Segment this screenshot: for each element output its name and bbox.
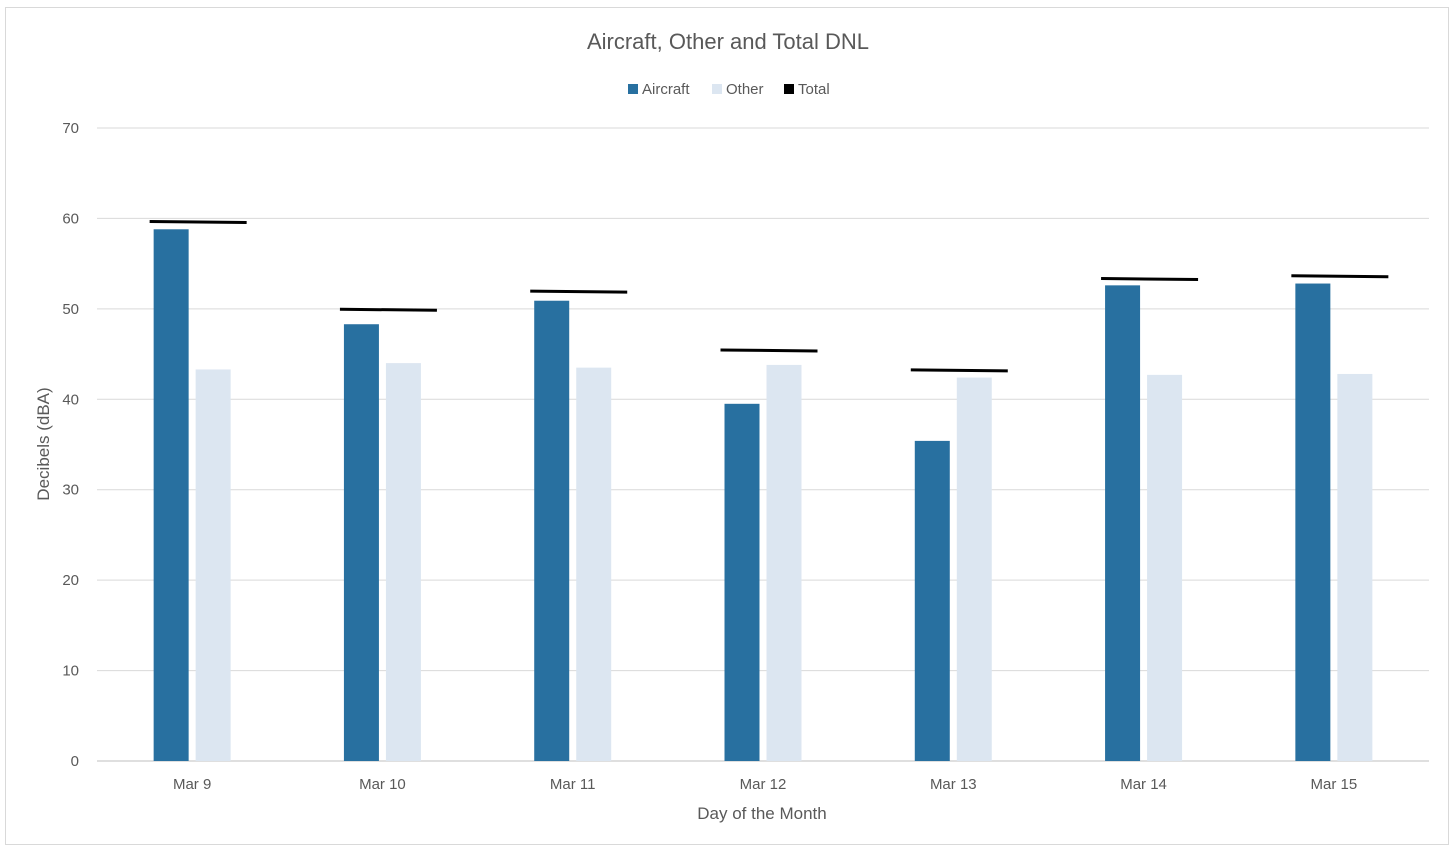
x-tick-label: Mar 9 xyxy=(173,776,211,793)
bar-other xyxy=(385,363,421,761)
legend-label-other: Other xyxy=(726,81,764,98)
bar-other xyxy=(195,369,231,761)
total-marker xyxy=(910,368,1008,373)
x-axis-title: Day of the Month xyxy=(697,804,826,823)
bar-other xyxy=(1337,373,1373,761)
total-marker xyxy=(720,348,818,353)
dnl-bar-chart: Aircraft, Other and Total DNL Aircraft O… xyxy=(34,29,1429,823)
x-tick-label: Mar 11 xyxy=(550,776,596,793)
y-tick-label: 20 xyxy=(62,572,79,589)
legend-swatch-total xyxy=(784,84,794,94)
bar-aircraft xyxy=(1105,285,1141,761)
y-tick-label: 30 xyxy=(62,482,79,499)
y-tick-label: 0 xyxy=(71,753,79,770)
legend-label-total: Total xyxy=(798,81,830,98)
total-markers xyxy=(149,220,1389,373)
bar-other xyxy=(576,367,612,761)
x-tick-label: Mar 10 xyxy=(359,776,406,793)
total-marker xyxy=(1291,274,1389,279)
bar-other xyxy=(766,364,802,761)
y-tick-label: 50 xyxy=(62,301,79,318)
total-marker xyxy=(1101,277,1199,282)
bar-aircraft xyxy=(914,440,950,761)
x-tick-label: Mar 13 xyxy=(930,776,977,793)
y-tick-label: 10 xyxy=(62,663,79,680)
total-marker xyxy=(339,307,437,312)
bar-other xyxy=(1147,374,1183,761)
legend: Aircraft Other Total xyxy=(628,81,830,98)
bar-other xyxy=(956,377,992,761)
x-tick-label: Mar 14 xyxy=(1120,776,1167,793)
y-tick-label: 40 xyxy=(62,391,79,408)
y-tick-label: 70 xyxy=(62,120,79,137)
total-marker xyxy=(149,220,247,225)
total-marker xyxy=(530,289,628,294)
gridlines xyxy=(97,127,1429,762)
y-axis-title: Decibels (dBA) xyxy=(34,387,53,500)
chart-frame: Aircraft, Other and Total DNL Aircraft O… xyxy=(5,7,1449,845)
bars xyxy=(153,229,1373,761)
bar-aircraft xyxy=(1295,283,1331,761)
x-axis-ticks: Mar 9 Mar 10 Mar 11 Mar 12 Mar 13 Mar 14 Mar 1… xyxy=(173,776,1357,793)
x-tick-label: Mar 12 xyxy=(740,776,787,793)
legend-swatch-other xyxy=(712,84,722,94)
chart-title: Aircraft, Other and Total DNL xyxy=(587,29,869,54)
x-tick-label: Mar 15 xyxy=(1311,776,1358,793)
bar-aircraft xyxy=(724,403,760,761)
legend-swatch-aircraft xyxy=(628,84,638,94)
legend-label-aircraft: Aircraft xyxy=(642,81,690,98)
bar-aircraft xyxy=(153,229,189,761)
bar-aircraft xyxy=(534,300,570,761)
y-tick-label: 60 xyxy=(62,210,79,227)
y-axis-ticks: 0 10 20 30 40 50 60 70 xyxy=(62,120,79,770)
bar-aircraft xyxy=(343,324,379,761)
